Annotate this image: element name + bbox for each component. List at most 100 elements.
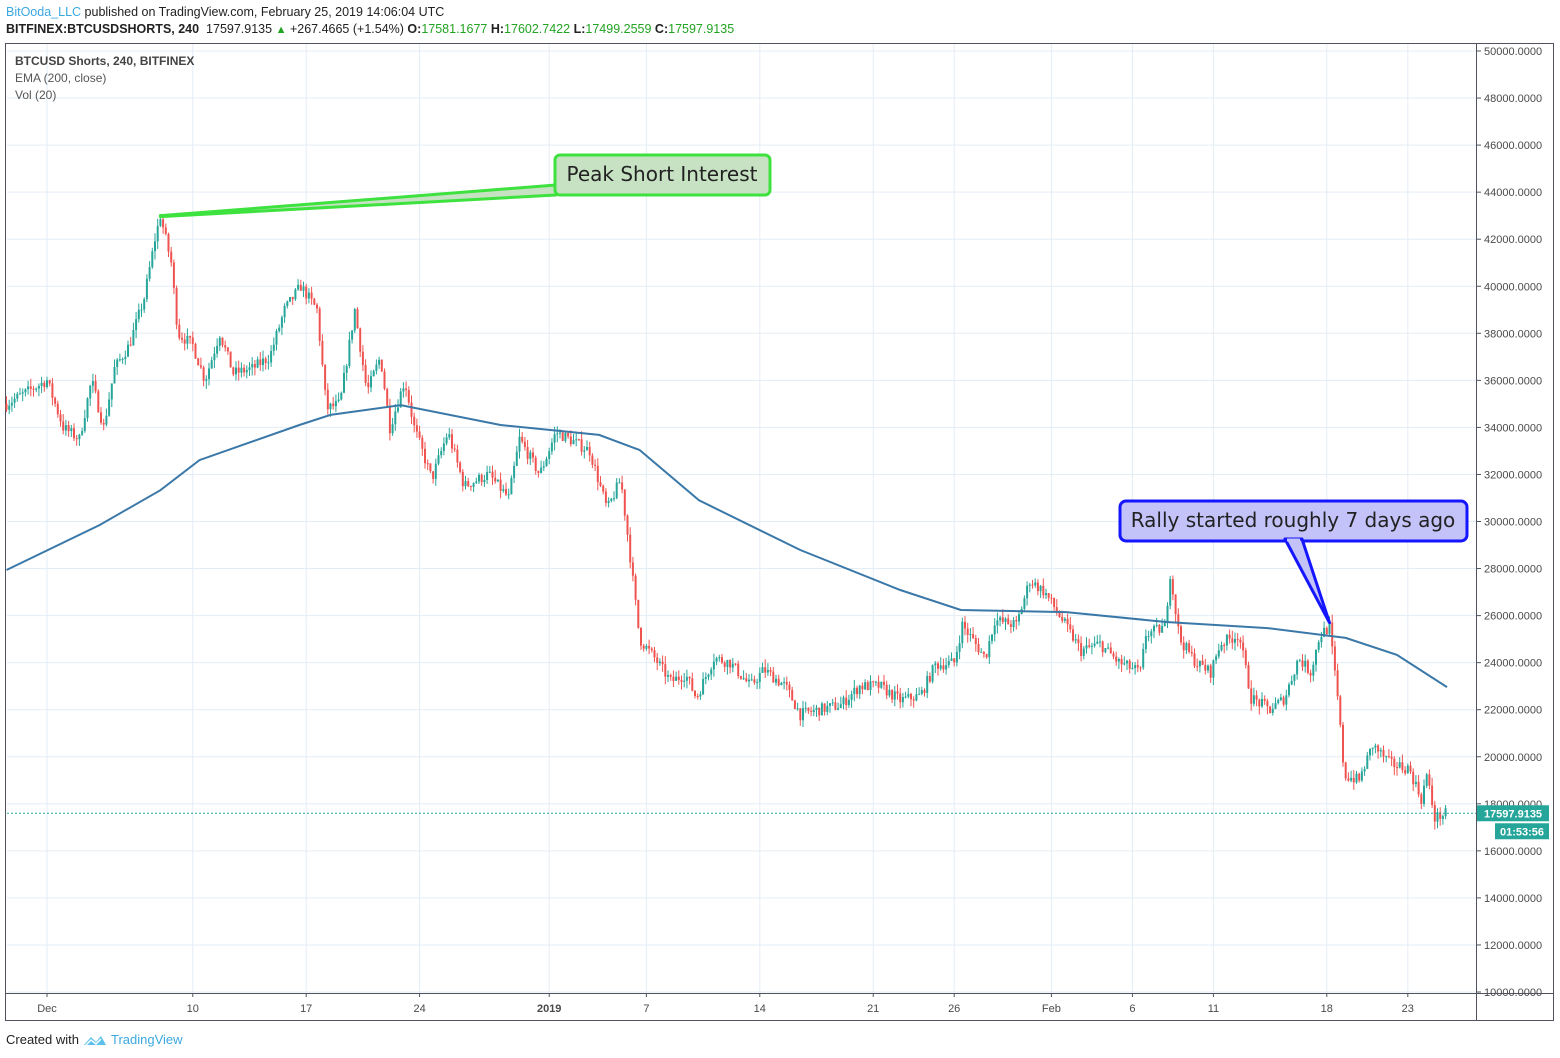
candle-body [1036, 582, 1039, 592]
candle-body [991, 634, 993, 642]
candle-body [205, 379, 208, 381]
candle-body [54, 397, 57, 404]
candle-body [272, 344, 275, 351]
candle-body [1315, 649, 1317, 665]
candle-body [904, 696, 907, 698]
candle-body [472, 483, 475, 488]
legend-volume[interactable]: Vol (20) [15, 88, 57, 102]
candle-body [1439, 812, 1442, 819]
candle-body [175, 287, 178, 325]
candle-body [1331, 622, 1334, 647]
candle-body [253, 364, 256, 368]
candle-body [1420, 794, 1423, 804]
candle-body [550, 442, 553, 452]
candle-body [81, 431, 84, 435]
candle-body [1285, 695, 1288, 705]
candle-body [29, 386, 32, 389]
candle-body [1387, 756, 1390, 758]
author-link[interactable]: BitOoda_LLC [6, 5, 82, 19]
candle-body [950, 658, 953, 661]
candle-body [586, 446, 588, 451]
candles [5, 213, 1447, 830]
candle-body [1412, 771, 1415, 785]
candle-body [21, 392, 24, 394]
candle-body [97, 391, 100, 413]
high-label: H: [490, 22, 505, 36]
candle-body [397, 407, 399, 412]
candle-body [83, 417, 86, 432]
candle-body [980, 651, 983, 653]
candle-body [953, 658, 956, 663]
candle-body [710, 669, 713, 675]
candle-body [1090, 645, 1093, 647]
candle-body [672, 676, 675, 681]
candle-body [982, 651, 985, 655]
candle-body [977, 643, 980, 653]
candle-body [372, 370, 375, 377]
candle-body [1293, 674, 1296, 681]
candle-body [1309, 672, 1312, 676]
candle-body [210, 360, 213, 369]
candle-body [588, 446, 591, 456]
candle-body [996, 620, 999, 626]
candle-body [51, 383, 54, 398]
legend-ema[interactable]: EMA (200, close) [15, 71, 107, 85]
candle-body [1109, 647, 1112, 654]
tradingview-link[interactable]: TradingView [110, 1032, 183, 1047]
candle-body [799, 708, 802, 721]
candle-body [764, 667, 767, 673]
candle-body [1423, 785, 1425, 804]
candle-body [159, 219, 162, 226]
close-value: 17597.9135 [668, 22, 735, 36]
candle-body [486, 472, 489, 480]
candle-body [1169, 579, 1172, 606]
candle-body [502, 489, 505, 491]
candle-body [680, 680, 683, 682]
candle-body [594, 464, 597, 466]
candle-body [305, 286, 308, 299]
candle-body [1171, 579, 1174, 595]
candle-body [1252, 695, 1255, 704]
candle-body [70, 428, 73, 432]
candle-body [915, 694, 918, 701]
candle-body [380, 359, 383, 372]
candle-body [1342, 724, 1344, 763]
last-price-tag [1477, 805, 1549, 822]
high-value: 17602.7422 [504, 22, 571, 36]
candle-body [148, 267, 151, 279]
candle-body [866, 682, 869, 691]
candle-body [729, 660, 732, 668]
candle-body [691, 678, 694, 691]
candle-body [1120, 658, 1123, 665]
candle-body [40, 382, 43, 386]
up-arrow-icon: ▲ [275, 24, 287, 36]
candle-body [1317, 642, 1320, 650]
candle-body [534, 457, 537, 471]
candle-body [634, 575, 637, 600]
candle-body [1128, 660, 1131, 669]
candle-body [1026, 585, 1029, 599]
candle-body [226, 347, 229, 352]
y-tick-label: 38000.0000 [1484, 328, 1542, 340]
candle-body [464, 481, 467, 487]
candle-body [1279, 697, 1282, 700]
candle-body [1336, 670, 1339, 697]
candle-body [796, 708, 799, 710]
candle-body [888, 689, 891, 696]
candle-body [240, 367, 243, 373]
candle-body [842, 697, 845, 705]
candle-body [289, 296, 291, 302]
candle-body [1134, 665, 1137, 669]
candle-body [37, 385, 40, 389]
candle-body [756, 682, 759, 684]
candle-body [421, 437, 424, 449]
candle-body [1347, 778, 1350, 781]
candle-body [623, 489, 626, 516]
candle-body [650, 648, 653, 651]
candle-body [910, 693, 912, 700]
candle-body [235, 367, 237, 375]
candle-body [375, 364, 378, 371]
candle-body [16, 393, 19, 399]
low-label: L: [573, 22, 586, 36]
